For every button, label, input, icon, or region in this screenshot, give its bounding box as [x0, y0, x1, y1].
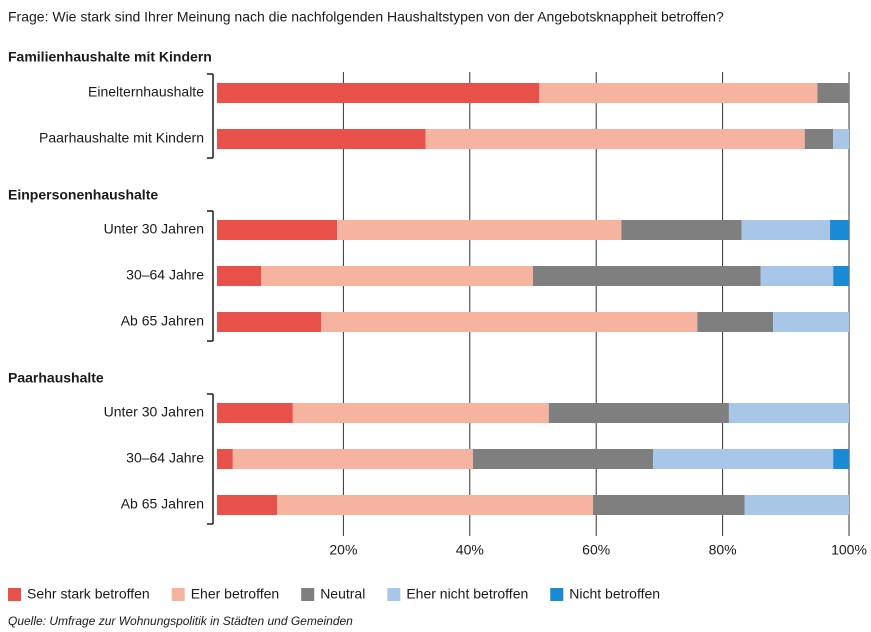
legend-swatch — [550, 588, 564, 601]
legend-label: Eher nicht betroffen — [406, 586, 528, 602]
bar-segment — [653, 449, 834, 469]
group-heading: Einpersonenhaushalte — [8, 187, 158, 203]
legend-swatch — [171, 588, 185, 601]
legend-label: Neutral — [320, 586, 365, 602]
bar-segment — [217, 403, 293, 423]
bar-segment — [217, 266, 262, 286]
bar-segment — [833, 266, 849, 286]
bar-segment — [833, 129, 849, 149]
bar-segment — [217, 83, 540, 103]
y-tick-label: Einelternhaushalte — [88, 84, 204, 100]
x-tick-label: 20% — [329, 542, 357, 558]
legend-swatch — [8, 588, 21, 601]
y-tick-label: Unter 30 Jahren — [104, 221, 204, 237]
bar-segment — [760, 266, 834, 286]
y-tick-label: 30–64 Jahre — [126, 450, 204, 466]
bar-segment — [217, 220, 338, 240]
legend-label: Eher betroffen — [191, 586, 279, 602]
bar-segment — [833, 449, 849, 469]
bar-segment — [533, 266, 761, 286]
bar-segment — [321, 312, 698, 332]
chart-title: Frage: Wie stark sind Ihrer Meinung nach… — [8, 9, 724, 25]
bar-segment — [773, 312, 849, 332]
group-heading: Familienhaushalte mit Kindern — [8, 49, 212, 65]
bar-segment — [292, 403, 549, 423]
bar-segment — [261, 266, 533, 286]
bar-segment — [539, 83, 818, 103]
y-tick-label: Unter 30 Jahren — [104, 404, 204, 420]
bar-segment — [817, 83, 849, 103]
group-heading: Paarhaushalte — [8, 370, 104, 386]
bar-segment — [744, 495, 849, 515]
bar-segment — [621, 220, 742, 240]
x-tick-label: 60% — [582, 542, 610, 558]
bar-segment — [830, 220, 849, 240]
legend-label: Nicht betroffen — [569, 586, 660, 602]
bar-segment — [277, 495, 594, 515]
bar-segment — [804, 129, 834, 149]
bar-segment — [548, 403, 729, 423]
bar-segment — [217, 129, 426, 149]
bar-segment — [593, 495, 745, 515]
bar-segment — [425, 129, 805, 149]
bar-segment — [217, 312, 322, 332]
legend-label: Sehr stark betroffen — [27, 586, 150, 602]
y-tick-label: Ab 65 Jahren — [121, 496, 204, 512]
bar-segment — [232, 449, 473, 469]
bar-segment — [472, 449, 654, 469]
bar-segment — [697, 312, 774, 332]
x-tick-label: 100% — [831, 542, 867, 558]
x-tick-label: 80% — [709, 542, 737, 558]
bar-segment — [217, 495, 278, 515]
bar-segment — [741, 220, 831, 240]
legend-swatch — [301, 588, 315, 601]
x-tick-label: 40% — [456, 542, 484, 558]
y-tick-label: Ab 65 Jahren — [121, 313, 204, 329]
bar-segment — [728, 403, 849, 423]
source-note: Quelle: Umfrage zur Wohnungspolitik in S… — [8, 614, 353, 628]
bar-segment — [217, 449, 233, 469]
legend-swatch — [387, 588, 401, 601]
y-tick-label: 30–64 Jahre — [126, 267, 204, 283]
y-tick-label: Paarhaushalte mit Kindern — [39, 130, 204, 146]
bar-segment — [337, 220, 622, 240]
